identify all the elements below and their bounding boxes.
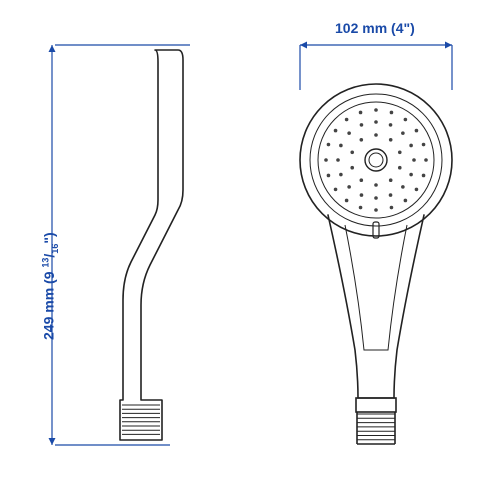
width-dimension-label: 102 mm (4") [335,20,415,36]
height-dimension-label: 249 mm (9 13/16") [40,232,59,340]
height-mm: 249 mm [41,288,57,340]
technical-drawing [0,0,500,500]
width-mm: 102 mm [335,20,387,36]
diagram-stage: 249 mm (9 13/16") 102 mm (4") [0,0,500,500]
height-imperial: (9 13/16") [41,232,57,284]
width-imperial: (4") [391,20,415,36]
